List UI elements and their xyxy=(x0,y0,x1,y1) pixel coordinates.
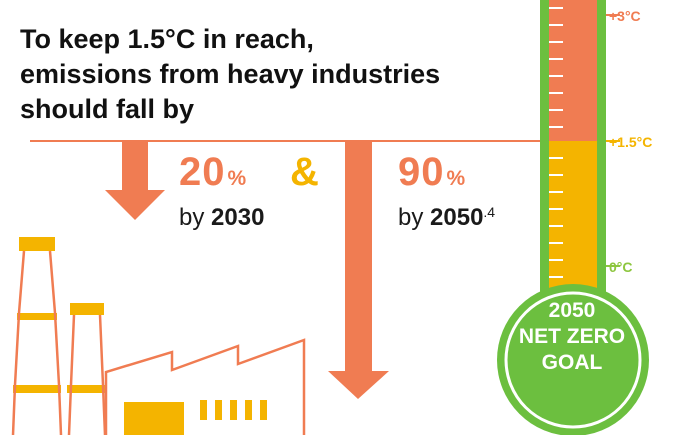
headline-line-2: emissions from heavy industries xyxy=(20,59,441,89)
factory-illustration xyxy=(11,237,306,435)
goal-word: GOAL xyxy=(541,351,603,374)
label-plus-3c: +3°C xyxy=(609,8,641,24)
target-2050-year: by 2050.4 xyxy=(398,204,495,232)
target-2050-percent: 90% xyxy=(398,150,466,195)
headline-line-1: To keep 1.5°C in reach, xyxy=(20,24,314,54)
goal-title: NET ZERO xyxy=(518,325,626,348)
label-plus-1-5c: +1.5°C xyxy=(609,134,653,150)
goal-year: 2050 xyxy=(548,299,596,322)
target-2030-percent: 20% xyxy=(179,150,247,195)
headline: To keep 1.5°C in reach, emissions from h… xyxy=(20,22,440,127)
percent-value: 20 xyxy=(179,150,226,194)
by-label: by xyxy=(179,204,205,231)
year-value: 2050 xyxy=(430,204,484,231)
percent-symbol: % xyxy=(227,167,248,190)
headline-line-3: should fall by xyxy=(20,94,195,124)
ampersand: & xyxy=(290,150,319,194)
short-down-arrow xyxy=(105,141,165,220)
label-zero-c: 0°C xyxy=(609,259,633,275)
percent-symbol: % xyxy=(446,167,467,190)
year-value: 2030 xyxy=(211,204,265,231)
thermometer xyxy=(497,0,649,435)
target-2030-year: by 2030 xyxy=(179,204,264,232)
net-zero-goal: 2050 NET ZERO GOAL xyxy=(494,298,650,376)
footnote-marker: .4 xyxy=(483,204,496,220)
by-label: by xyxy=(398,204,424,231)
long-down-arrow xyxy=(328,141,389,399)
percent-value: 90 xyxy=(398,150,445,194)
